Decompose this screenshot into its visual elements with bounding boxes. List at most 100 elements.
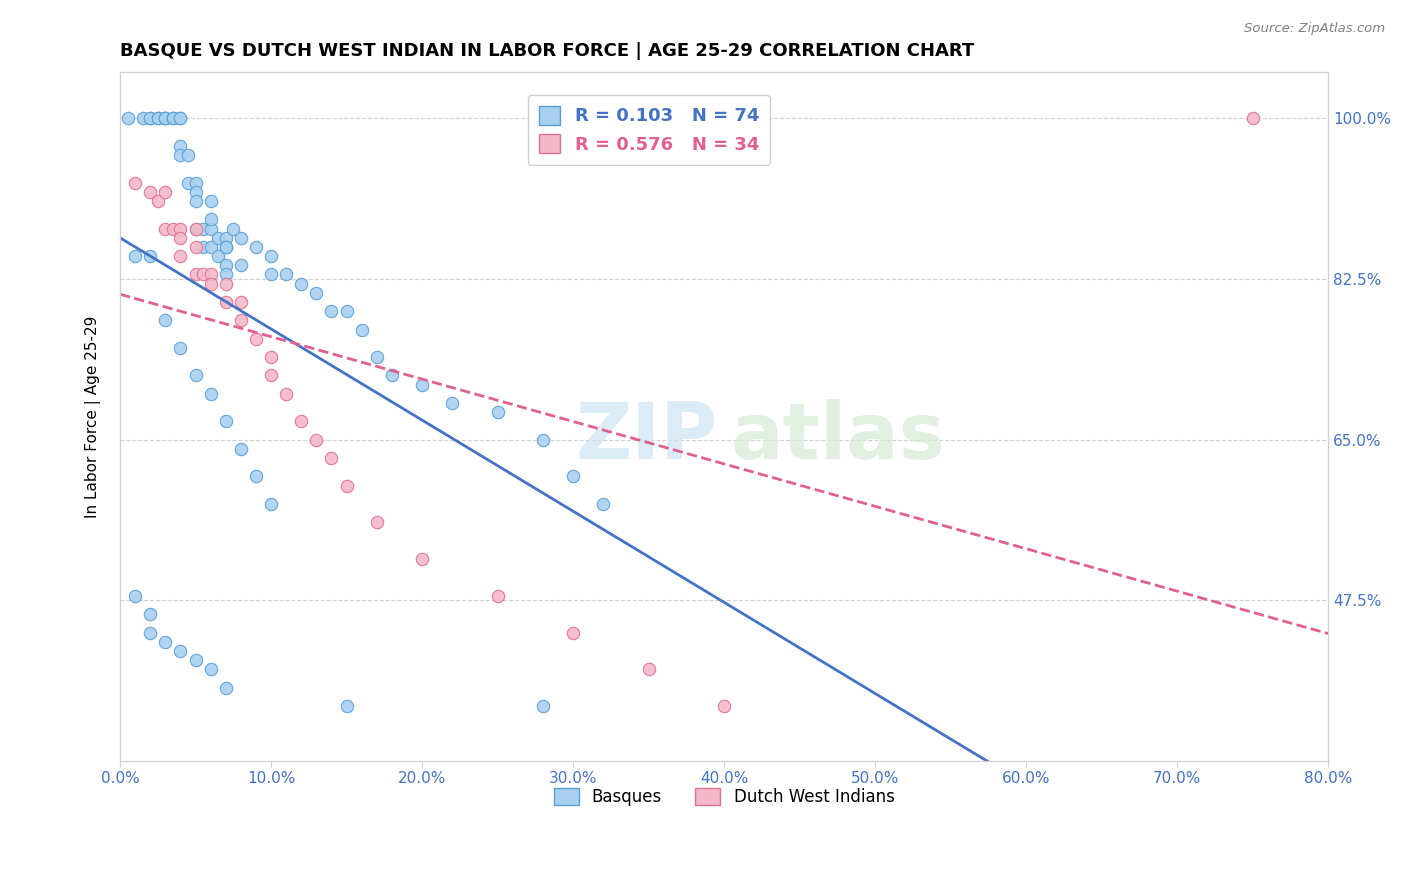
Point xyxy=(177,148,200,162)
Point xyxy=(276,268,298,282)
Text: atlas: atlas xyxy=(730,400,945,475)
Point xyxy=(229,442,252,456)
Point xyxy=(215,414,238,428)
Point xyxy=(305,285,328,300)
Point xyxy=(155,313,177,327)
Point xyxy=(155,112,177,126)
Point xyxy=(184,368,207,383)
Point xyxy=(200,221,222,235)
Point xyxy=(124,176,146,190)
Point xyxy=(215,230,238,244)
Point xyxy=(169,644,191,658)
Point xyxy=(184,221,207,235)
Point xyxy=(169,230,191,244)
Point xyxy=(207,230,229,244)
Point xyxy=(215,295,238,310)
Point xyxy=(200,268,222,282)
Point xyxy=(184,194,207,208)
Point xyxy=(146,112,169,126)
Point xyxy=(305,433,328,447)
Point xyxy=(366,350,388,364)
Point xyxy=(146,112,169,126)
Point xyxy=(290,277,312,291)
Point xyxy=(260,350,283,364)
Text: ZIP: ZIP xyxy=(576,400,718,475)
Point xyxy=(486,589,509,603)
Point xyxy=(169,341,191,355)
Point xyxy=(139,249,162,263)
Point xyxy=(162,112,184,126)
Point xyxy=(191,268,214,282)
Point xyxy=(215,240,238,254)
Point xyxy=(162,221,184,235)
Point xyxy=(592,497,614,511)
Point xyxy=(215,240,238,254)
Point xyxy=(184,185,207,199)
Point xyxy=(260,368,283,383)
Point xyxy=(486,405,509,419)
Point xyxy=(200,240,222,254)
Point xyxy=(184,240,207,254)
Point xyxy=(531,433,554,447)
Point xyxy=(207,249,229,263)
Point xyxy=(184,653,207,667)
Point xyxy=(139,185,162,199)
Point xyxy=(381,368,404,383)
Point xyxy=(200,212,222,227)
Point xyxy=(637,662,659,676)
Point xyxy=(139,625,162,640)
Point xyxy=(411,377,433,392)
Point xyxy=(245,469,267,483)
Point xyxy=(200,386,222,401)
Point xyxy=(117,112,139,126)
Point xyxy=(245,332,267,346)
Point xyxy=(177,176,200,190)
Point xyxy=(245,240,267,254)
Point xyxy=(562,469,585,483)
Point xyxy=(191,221,214,235)
Point xyxy=(366,516,388,530)
Point xyxy=(169,148,191,162)
Point xyxy=(155,185,177,199)
Point xyxy=(162,112,184,126)
Point xyxy=(200,662,222,676)
Point xyxy=(169,112,191,126)
Point xyxy=(200,277,222,291)
Point xyxy=(200,194,222,208)
Point xyxy=(155,112,177,126)
Point xyxy=(146,194,169,208)
Point xyxy=(169,221,191,235)
Point xyxy=(562,625,585,640)
Point xyxy=(321,451,343,466)
Point xyxy=(155,112,177,126)
Point xyxy=(169,139,191,153)
Point xyxy=(124,589,146,603)
Point xyxy=(184,176,207,190)
Point xyxy=(1241,112,1264,126)
Legend: Basques, Dutch West Indians: Basques, Dutch West Indians xyxy=(546,780,903,814)
Point xyxy=(124,249,146,263)
Point xyxy=(229,258,252,272)
Point xyxy=(155,634,177,648)
Point xyxy=(260,497,283,511)
Point xyxy=(139,112,162,126)
Point xyxy=(222,221,245,235)
Point xyxy=(335,698,357,713)
Point xyxy=(229,295,252,310)
Point xyxy=(335,304,357,318)
Point xyxy=(411,552,433,566)
Text: BASQUE VS DUTCH WEST INDIAN IN LABOR FORCE | AGE 25-29 CORRELATION CHART: BASQUE VS DUTCH WEST INDIAN IN LABOR FOR… xyxy=(120,42,974,60)
Point xyxy=(276,386,298,401)
Point xyxy=(335,478,357,492)
Text: Source: ZipAtlas.com: Source: ZipAtlas.com xyxy=(1244,22,1385,36)
Point xyxy=(139,112,162,126)
Point xyxy=(155,221,177,235)
Point xyxy=(215,277,238,291)
Point xyxy=(350,322,373,336)
Point xyxy=(215,681,238,695)
Point xyxy=(260,268,283,282)
Point xyxy=(184,221,207,235)
Point xyxy=(229,313,252,327)
Point xyxy=(184,268,207,282)
Point xyxy=(215,258,238,272)
